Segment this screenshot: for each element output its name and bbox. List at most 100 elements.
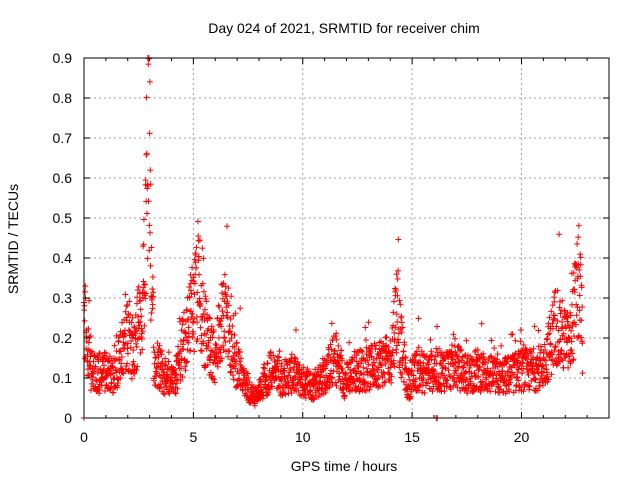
data-point	[402, 354, 409, 361]
data-point	[343, 370, 350, 377]
data-point	[133, 343, 140, 350]
data-point	[145, 198, 152, 205]
data-point	[201, 306, 208, 313]
data-point	[511, 371, 518, 378]
data-point	[332, 379, 339, 386]
data-point	[498, 342, 505, 349]
y-tick-label: 0.4	[53, 250, 73, 266]
data-point	[471, 369, 478, 376]
data-point	[455, 355, 462, 362]
data-point	[406, 376, 413, 383]
data-point	[333, 330, 340, 337]
data-point	[399, 370, 406, 377]
data-point	[522, 345, 529, 352]
data-point	[377, 350, 384, 357]
data-point	[258, 378, 265, 385]
data-point	[393, 311, 400, 318]
data-point	[488, 337, 495, 344]
data-point	[385, 375, 392, 382]
data-point	[147, 317, 154, 324]
data-point	[142, 295, 149, 302]
data-point	[557, 310, 564, 317]
data-point	[449, 356, 456, 363]
data-point	[428, 348, 435, 355]
data-point	[397, 301, 404, 308]
data-point	[183, 334, 190, 341]
data-point	[512, 337, 519, 344]
data-point	[560, 330, 567, 337]
data-point	[371, 363, 378, 370]
data-point	[236, 370, 243, 377]
data-point	[548, 371, 555, 378]
data-point	[165, 349, 172, 356]
data-point	[412, 376, 419, 383]
data-point	[566, 335, 573, 342]
data-point	[215, 334, 222, 341]
data-point	[231, 343, 238, 350]
data-point	[292, 355, 299, 362]
data-point	[111, 342, 118, 349]
data-point	[578, 334, 584, 341]
data-point	[219, 290, 226, 297]
data-point	[452, 335, 458, 342]
data-point	[550, 315, 557, 322]
data-point	[207, 369, 214, 376]
data-point	[577, 261, 584, 268]
data-point	[150, 344, 157, 351]
data-point	[92, 363, 99, 370]
data-point	[534, 387, 541, 394]
data-point	[96, 386, 103, 393]
data-point	[100, 362, 107, 369]
data-point	[110, 364, 117, 371]
data-point	[476, 364, 483, 371]
data-point	[565, 334, 572, 341]
data-point	[227, 316, 234, 323]
y-tick-label: 0.6	[53, 170, 73, 186]
data-point	[107, 385, 114, 392]
data-point	[245, 374, 252, 381]
data-point	[192, 251, 199, 258]
data-point	[177, 338, 184, 345]
data-point	[383, 334, 390, 341]
data-point	[373, 342, 380, 349]
data-point	[315, 387, 322, 394]
data-point	[507, 379, 514, 386]
data-point	[390, 298, 397, 305]
data-point	[402, 360, 409, 367]
data-point	[537, 349, 544, 356]
data-point	[519, 370, 526, 377]
data-point	[196, 301, 203, 308]
data-point	[82, 288, 89, 295]
data-point	[183, 306, 190, 313]
data-point	[107, 371, 114, 378]
data-point	[193, 264, 200, 271]
data-point	[224, 353, 231, 360]
data-point	[579, 340, 586, 347]
data-point	[127, 311, 134, 318]
data-point	[563, 313, 570, 320]
data-point	[368, 353, 375, 360]
data-point	[119, 369, 126, 376]
data-point	[159, 358, 166, 365]
data-point	[478, 320, 485, 327]
data-point	[559, 297, 566, 304]
data-point	[292, 374, 299, 381]
data-point	[198, 348, 205, 355]
data-point	[573, 301, 580, 308]
data-point	[395, 236, 402, 243]
data-point	[103, 372, 110, 379]
data-point	[208, 347, 215, 354]
data-point	[121, 330, 128, 337]
data-point	[483, 376, 490, 383]
data-point	[197, 300, 204, 307]
data-point	[81, 317, 88, 324]
y-tick-labels: 0 0.1 0.2 0.3 0.4 0.5 0.6 0.7 0.8 0.9	[53, 50, 73, 426]
data-point	[388, 352, 395, 359]
data-point	[536, 382, 543, 389]
data-point	[142, 281, 149, 288]
data-point	[269, 383, 276, 390]
data-point	[513, 382, 520, 389]
data-point	[559, 324, 566, 331]
data-point	[429, 352, 436, 359]
data-point	[143, 94, 150, 101]
